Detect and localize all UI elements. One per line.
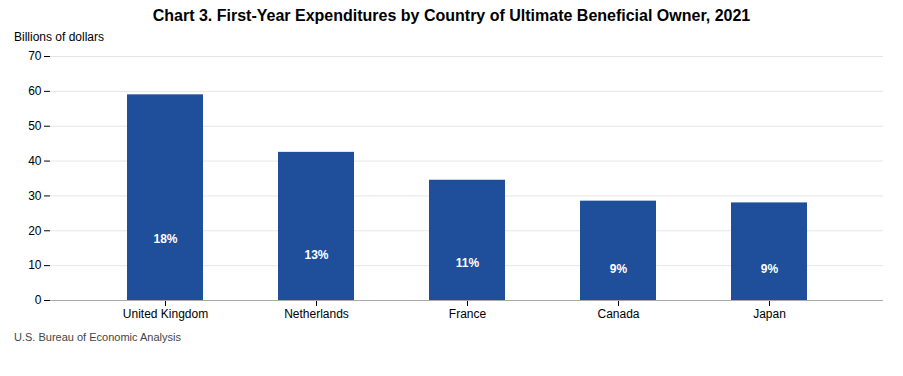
svg-text:Canada: Canada	[597, 307, 639, 321]
svg-text:13%: 13%	[304, 248, 328, 262]
html-text:Chart 3. First-Year Expenditur: Chart 3. First-Year Expenditures by Coun…	[152, 7, 751, 24]
svg-text:United Kingdom: United Kingdom	[123, 307, 208, 321]
svg-text:60: 60	[28, 84, 42, 98]
svg-text:20: 20	[28, 223, 42, 237]
svg-text:50: 50	[28, 119, 42, 133]
svg-text:France: France	[449, 307, 487, 321]
svg-text:Netherlands: Netherlands	[284, 307, 349, 321]
svg-text:10: 10	[28, 258, 42, 272]
svg-text:0: 0	[35, 293, 42, 307]
svg-text:30: 30	[28, 188, 42, 202]
svg-text:Japan: Japan	[753, 307, 786, 321]
svg-text:70: 70	[28, 49, 42, 63]
svg-text:40: 40	[28, 154, 42, 168]
svg-text:9%: 9%	[761, 262, 779, 276]
svg-text:11%: 11%	[456, 255, 480, 269]
html-text:Billions of dollars: Billions of dollars	[14, 30, 104, 44]
svg-text:18%: 18%	[153, 232, 177, 246]
svg-text:9%: 9%	[610, 261, 628, 275]
html-text:U.S. Bureau of Economic Analys: U.S. Bureau of Economic Analysis	[14, 330, 181, 343]
